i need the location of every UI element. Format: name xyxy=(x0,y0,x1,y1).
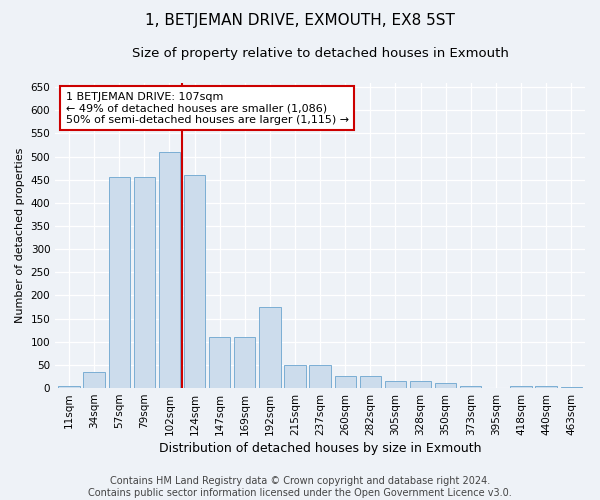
Bar xyxy=(535,386,557,388)
Bar xyxy=(560,386,582,388)
Bar xyxy=(335,376,356,388)
Bar xyxy=(460,386,481,388)
Bar xyxy=(134,178,155,388)
X-axis label: Distribution of detached houses by size in Exmouth: Distribution of detached houses by size … xyxy=(159,442,481,455)
Bar xyxy=(385,381,406,388)
Y-axis label: Number of detached properties: Number of detached properties xyxy=(15,148,25,323)
Bar xyxy=(83,372,105,388)
Text: 1 BETJEMAN DRIVE: 107sqm
← 49% of detached houses are smaller (1,086)
50% of sem: 1 BETJEMAN DRIVE: 107sqm ← 49% of detach… xyxy=(66,92,349,125)
Bar xyxy=(359,376,381,388)
Bar xyxy=(510,386,532,388)
Bar xyxy=(159,152,180,388)
Bar xyxy=(410,381,431,388)
Bar xyxy=(109,178,130,388)
Bar xyxy=(259,307,281,388)
Bar xyxy=(209,337,230,388)
Bar xyxy=(58,386,80,388)
Bar xyxy=(234,337,256,388)
Title: Size of property relative to detached houses in Exmouth: Size of property relative to detached ho… xyxy=(131,48,509,60)
Bar xyxy=(284,365,305,388)
Text: 1, BETJEMAN DRIVE, EXMOUTH, EX8 5ST: 1, BETJEMAN DRIVE, EXMOUTH, EX8 5ST xyxy=(145,12,455,28)
Text: Contains HM Land Registry data © Crown copyright and database right 2024.
Contai: Contains HM Land Registry data © Crown c… xyxy=(88,476,512,498)
Bar xyxy=(435,384,457,388)
Bar xyxy=(184,175,205,388)
Bar xyxy=(310,365,331,388)
